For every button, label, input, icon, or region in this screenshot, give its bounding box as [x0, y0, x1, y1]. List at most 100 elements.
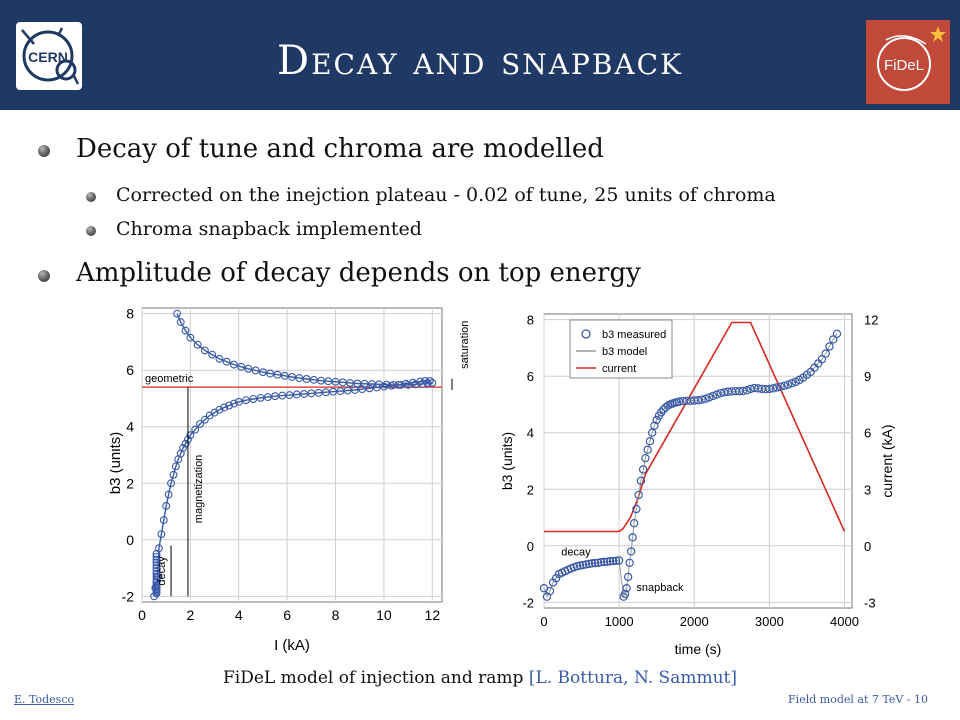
data-point: [825, 342, 834, 351]
data-point: [394, 380, 403, 389]
data-point: [572, 561, 582, 571]
data-point: [425, 376, 434, 385]
x-tick-label: 0: [138, 607, 146, 623]
data-point: [273, 370, 282, 379]
data-point: [242, 396, 250, 405]
caption-reference: [L. Bottura, N. Sammut]: [528, 668, 737, 688]
data-point: [599, 557, 609, 567]
data-point: [181, 326, 190, 335]
caption-text: FiDeL model of injection and ramp: [223, 668, 529, 688]
data-point: [832, 329, 842, 338]
data-point: [186, 333, 195, 342]
data-point: [697, 395, 706, 404]
data-point: [587, 559, 597, 568]
y-tick-label: 8: [126, 306, 134, 322]
x-tick-label: 3000: [755, 614, 784, 629]
data-point: [309, 375, 318, 384]
data-point: [409, 378, 417, 387]
y-tick-label: 2: [126, 475, 134, 491]
data-point: [288, 373, 296, 381]
bullet-3-text: Chroma snapback implemented: [116, 218, 422, 240]
data-point: [215, 354, 224, 363]
decay-point: [152, 572, 161, 581]
data-point: [256, 393, 265, 402]
data-point: [196, 419, 205, 428]
data-point: [590, 558, 600, 568]
data-point: [545, 586, 555, 596]
x-tick-label: 4: [235, 607, 243, 623]
data-point: [176, 318, 185, 327]
data-point: [596, 558, 606, 567]
decay-point: [152, 561, 161, 570]
data-point: [302, 375, 311, 383]
y2-tick-label: 12: [864, 313, 878, 328]
chart-b3-vs-time: 0 1000 2000 3000 4000 -2 0 2 4 6 8 -3 0 3 6 9 12 decay sna…: [499, 302, 900, 664]
x-axis-label: time (s): [675, 641, 722, 657]
data-point: [634, 490, 643, 500]
cern-logo: CERN: [14, 16, 84, 96]
bullet-1-marker: [38, 145, 50, 157]
bullet-1-text: Decay of tune and chroma are modelled: [76, 134, 604, 164]
x-tick-label: 4000: [830, 614, 859, 629]
y-tick-label: 2: [527, 482, 534, 497]
y-tick-label: 4: [527, 426, 534, 441]
data-point: [222, 357, 231, 366]
data-point: [705, 393, 714, 402]
data-point: [738, 386, 748, 396]
x-tick-label: 2000: [680, 614, 709, 629]
data-point: [780, 381, 789, 391]
decay-point: [152, 581, 161, 589]
data-point: [701, 394, 710, 404]
legend-label: current: [602, 363, 636, 375]
footer-author-link[interactable]: E. Todesco: [14, 693, 75, 706]
annotation-saturation: saturation: [459, 321, 471, 369]
figure-caption: FiDeL model of injection and ramp [L. Bo…: [0, 668, 960, 688]
data-point: [379, 382, 388, 391]
annotation-decay: decay: [561, 547, 591, 559]
data-point: [772, 383, 782, 392]
bullet-4-text: Amplitude of decay depends on top energy: [76, 258, 641, 288]
data-point: [237, 362, 246, 371]
data-point: [652, 415, 661, 425]
x-tick-label: 1000: [605, 614, 634, 629]
data-point: [191, 425, 200, 434]
y-tick-label: -2: [122, 588, 135, 604]
legend-marker: [581, 329, 591, 339]
y-tick-label: 6: [126, 362, 134, 378]
data-point: [614, 556, 624, 565]
data-point: [787, 379, 797, 388]
data-point: [171, 462, 180, 471]
decay-point: [152, 549, 161, 558]
y2-tick-label: 9: [864, 369, 871, 384]
x-tick-label: 8: [332, 607, 340, 623]
data-point: [638, 465, 648, 474]
data-point: [622, 584, 631, 593]
x-tick-label: 6: [283, 607, 291, 623]
x-tick-label: 10: [376, 607, 392, 623]
data-point: [602, 557, 612, 566]
data-point: [661, 403, 670, 412]
data-point: [581, 560, 591, 569]
data-point: [629, 518, 639, 528]
data-point: [169, 470, 178, 479]
data-point: [628, 533, 637, 542]
decay-point: [152, 575, 161, 584]
data-point: [575, 561, 585, 570]
bullet-2-text: Corrected on the inejction plateau - 0.0…: [116, 184, 776, 206]
data-point: [162, 501, 171, 510]
data-point: [200, 415, 209, 424]
x-axis-label: I (kA): [274, 637, 310, 654]
page-title: Decay and snapback: [277, 38, 683, 84]
data-point: [643, 445, 652, 454]
y-axis-label: b3 (units): [500, 432, 515, 490]
y-tick-label: 6: [527, 369, 534, 384]
y-axis-label: b3 (units): [110, 432, 124, 495]
y2-tick-label: -3: [864, 595, 876, 610]
legend: b3 measured b3 model current: [569, 319, 673, 379]
data-point: [742, 386, 752, 395]
data-point: [229, 360, 238, 369]
data-point: [249, 395, 258, 403]
y2-tick-label: 6: [864, 426, 871, 441]
decay-point: [152, 566, 161, 575]
data-point: [776, 382, 785, 391]
